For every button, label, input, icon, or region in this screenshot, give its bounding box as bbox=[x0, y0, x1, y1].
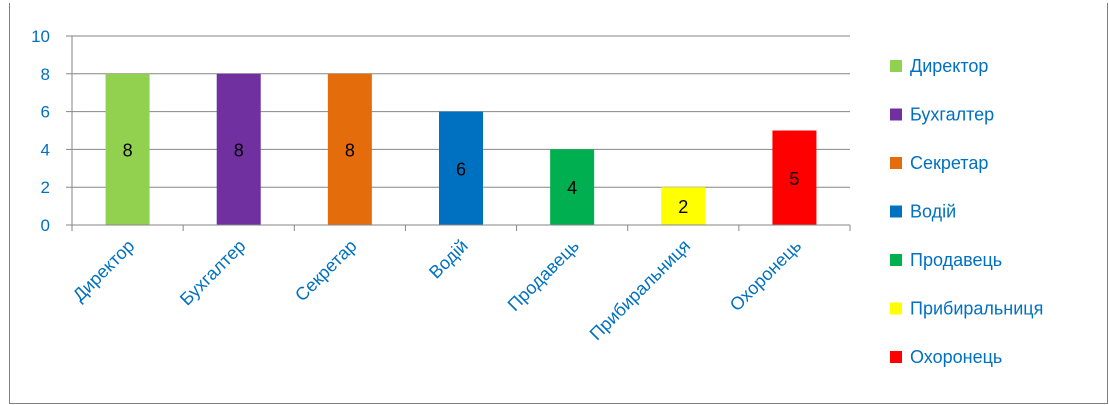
category-label: Охоронець bbox=[726, 236, 805, 315]
bar-6 bbox=[661, 187, 706, 225]
legend-label: Водій bbox=[910, 202, 956, 222]
y-tick-label: 6 bbox=[41, 103, 50, 122]
legend-swatch bbox=[890, 351, 902, 363]
data-label: 2 bbox=[678, 197, 688, 217]
legend-swatch bbox=[890, 254, 902, 266]
category-label: Продавець bbox=[504, 236, 583, 315]
legend-label: Продавець bbox=[910, 250, 1002, 270]
data-label: 5 bbox=[789, 169, 799, 189]
legend-label: Секретар bbox=[910, 153, 988, 173]
legend-swatch bbox=[890, 108, 902, 121]
bar-2 bbox=[216, 73, 261, 225]
category-label: Прибиральниця bbox=[586, 236, 694, 344]
y-tick-label: 2 bbox=[41, 178, 50, 197]
bar-1 bbox=[105, 73, 150, 225]
bar-5 bbox=[550, 149, 595, 225]
data-label: 8 bbox=[234, 140, 244, 160]
axes bbox=[66, 35, 851, 231]
y-tick-label: 0 bbox=[41, 216, 50, 235]
data-label: 8 bbox=[345, 140, 355, 160]
legend-label: Директор bbox=[910, 56, 988, 76]
y-tick-label: 8 bbox=[41, 65, 50, 84]
category-label: Секретар bbox=[291, 236, 361, 306]
legend-swatch bbox=[890, 302, 902, 315]
legend-label: Бухгалтер bbox=[910, 105, 994, 125]
bar-7 bbox=[772, 130, 817, 225]
legend: Директор Бухгалтер Секретар Водій Продавець П… bbox=[890, 56, 1043, 367]
data-label: 8 bbox=[123, 140, 133, 160]
category-label: Водій bbox=[425, 236, 472, 283]
category-label: Директор bbox=[69, 236, 139, 306]
bar-4 bbox=[439, 111, 483, 225]
legend-swatch bbox=[890, 157, 902, 169]
bar-3 bbox=[327, 73, 372, 225]
bars bbox=[105, 73, 817, 225]
data-label: 4 bbox=[567, 178, 577, 198]
legend-swatch bbox=[890, 60, 902, 72]
legend-label: Прибиральниця bbox=[910, 299, 1043, 319]
data-label: 6 bbox=[456, 159, 466, 179]
legend-label: Охоронець bbox=[910, 347, 1002, 367]
category-label: Бухгалтер bbox=[176, 236, 250, 310]
legend-swatch bbox=[890, 205, 902, 218]
chart-frame bbox=[9, 3, 1108, 404]
y-tick-label: 4 bbox=[41, 140, 50, 159]
y-tick-label: 10 bbox=[31, 27, 50, 46]
